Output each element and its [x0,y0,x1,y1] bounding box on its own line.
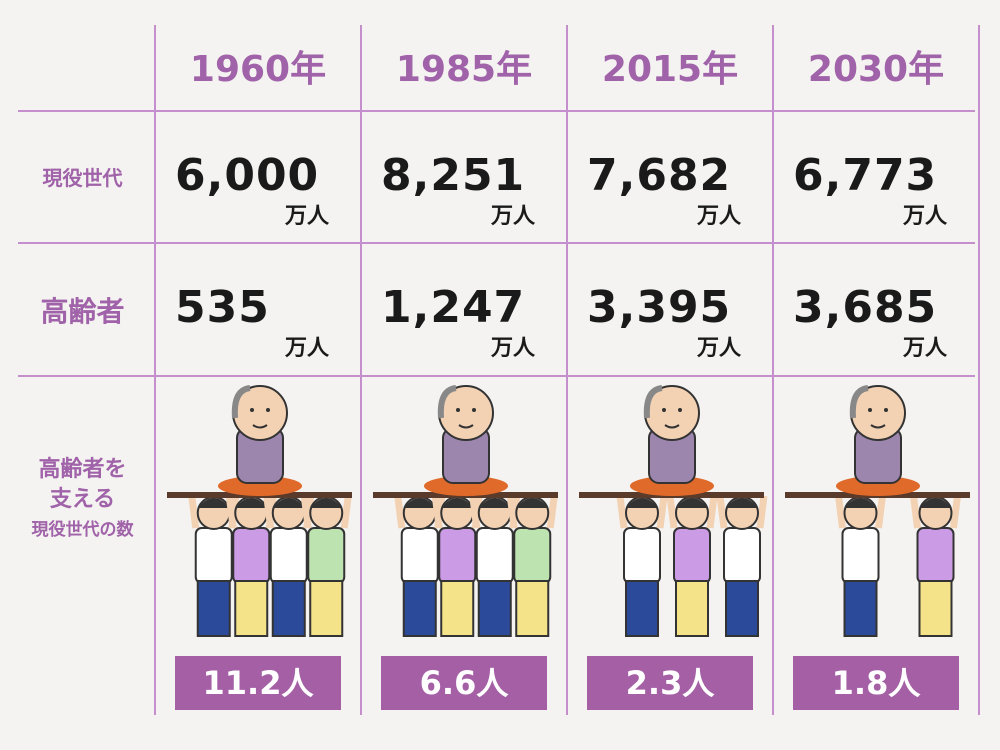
cell-unit: 万人 [491,204,536,229]
cell-number: 1,247 [381,282,526,333]
illustration [373,385,558,637]
cell-number: 535 [175,282,270,333]
grid-line [18,375,975,377]
cell-number: 3,685 [793,282,938,333]
cell-unit: 万人 [697,204,742,229]
illustration [579,385,768,637]
cell-unit: 万人 [697,336,742,361]
cell-number: 8,251 [381,150,526,201]
column-header: 1960年 [189,49,327,90]
cell-unit: 万人 [491,336,536,361]
cell-number: 6,773 [793,150,938,201]
cell-number: 7,682 [587,150,732,201]
grid-line [18,110,975,112]
support-badge: 6.6人 [381,656,547,710]
cell-unit: 万人 [903,336,948,361]
label-line: 高齢者を [38,457,127,482]
column-header: 2030年 [807,49,945,90]
grid-line [18,242,975,244]
column-header: 1985年 [395,49,533,90]
cell-number: 6,000 [175,150,320,201]
support-badge: 2.3人 [587,656,753,710]
cell-unit: 万人 [285,336,330,361]
illustration [167,385,352,637]
support-badge: 11.2人 [175,656,341,710]
support-badge: 1.8人 [793,656,959,710]
row-label: 高齢者 [40,295,125,328]
column-header: 2015年 [601,49,739,90]
illustration [785,385,970,637]
row-label: 現役世代 [42,166,123,190]
grid-line [566,25,568,715]
grid-line [360,25,362,715]
grid-line [772,25,774,715]
label-line: 現役世代の数 [31,520,134,540]
cell-unit: 万人 [903,204,948,229]
grid-line [978,25,980,715]
row-label: 高齢者を 支える 現役世代の数 [10,455,155,545]
cell-number: 3,395 [587,282,732,333]
grid-line [154,25,156,715]
cell-unit: 万人 [285,204,330,229]
label-line: 支える [49,487,116,512]
